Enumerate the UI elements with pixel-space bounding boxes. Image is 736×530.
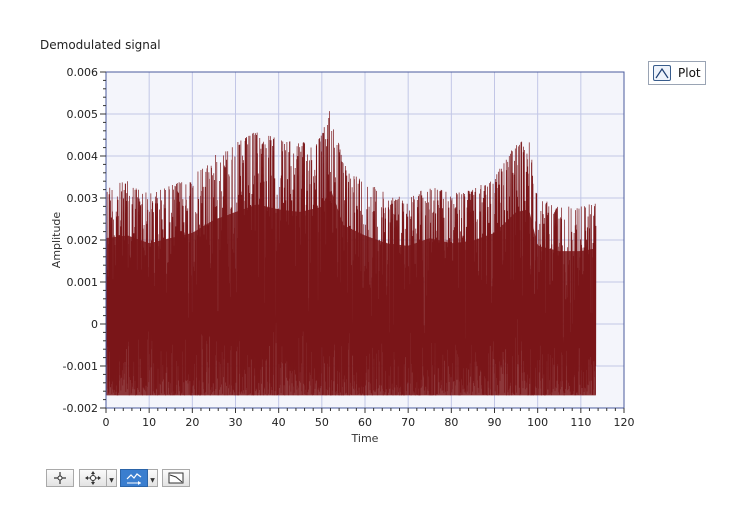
x-tick-label: 70: [401, 416, 415, 429]
graph-palette: [46, 469, 74, 487]
chevron-down-icon: ▼: [150, 477, 155, 484]
crosshair-icon: [54, 472, 66, 484]
x-tick-label: 120: [614, 416, 635, 429]
y-tick-label: 0.001: [67, 276, 99, 289]
y-tick-label: 0.003: [67, 192, 99, 205]
y-tick-label: 0: [91, 318, 98, 331]
pan-zoom-tool-button[interactable]: [79, 469, 107, 487]
x-tick-label: 0: [103, 416, 110, 429]
line-plot-icon: [653, 65, 671, 81]
series-plot: [105, 111, 597, 396]
x-tick-label: 60: [358, 416, 372, 429]
legend-label: Plot: [678, 66, 701, 80]
auto-scale-icon: [126, 473, 142, 485]
y-tick-label: 0.005: [67, 108, 99, 121]
x-tick-label: 100: [527, 416, 548, 429]
x-tick-label: 40: [272, 416, 286, 429]
y-tick-label: -0.002: [63, 402, 98, 415]
zoom-tool-group: ▼: [79, 469, 117, 487]
scale-format-tool-button[interactable]: [162, 469, 190, 487]
move-arrows-icon: [85, 471, 101, 485]
y-tick-label: -0.001: [63, 360, 98, 373]
zoom-dropdown-button[interactable]: ▼: [107, 469, 117, 487]
auto-scale-tool-button[interactable]: [120, 469, 148, 487]
x-tick-label: 20: [185, 416, 199, 429]
autoscale-tool-group: ▼: [120, 469, 158, 487]
series-line: [105, 111, 597, 396]
axes: 0 10 20 30 40 50 60 70 80 90 100 110 120 -0.002 -0.001…: [63, 66, 635, 429]
x-tick-label: 110: [570, 416, 591, 429]
x-tick-label: 90: [488, 416, 502, 429]
y-tick-label: 0.004: [67, 150, 99, 163]
x-tick-label: 80: [444, 416, 458, 429]
x-axis-label: Time: [351, 432, 379, 445]
graph-frame-icon: [168, 472, 184, 484]
x-tick-label: 50: [315, 416, 329, 429]
x-tick-label: 30: [229, 416, 243, 429]
scale-format-tool-group: [162, 469, 190, 487]
chart-title: Demodulated signal: [40, 38, 161, 52]
y-tick-label: 0.002: [67, 234, 99, 247]
auto-scale-dropdown-button[interactable]: ▼: [148, 469, 158, 487]
chevron-down-icon: ▼: [109, 477, 114, 484]
y-tick-label: 0.006: [67, 66, 99, 79]
x-tick-label: 10: [142, 416, 156, 429]
y-axis-label: Amplitude: [50, 212, 63, 269]
cursor-tool-button[interactable]: [46, 469, 74, 487]
plot-legend[interactable]: Plot: [648, 61, 706, 85]
